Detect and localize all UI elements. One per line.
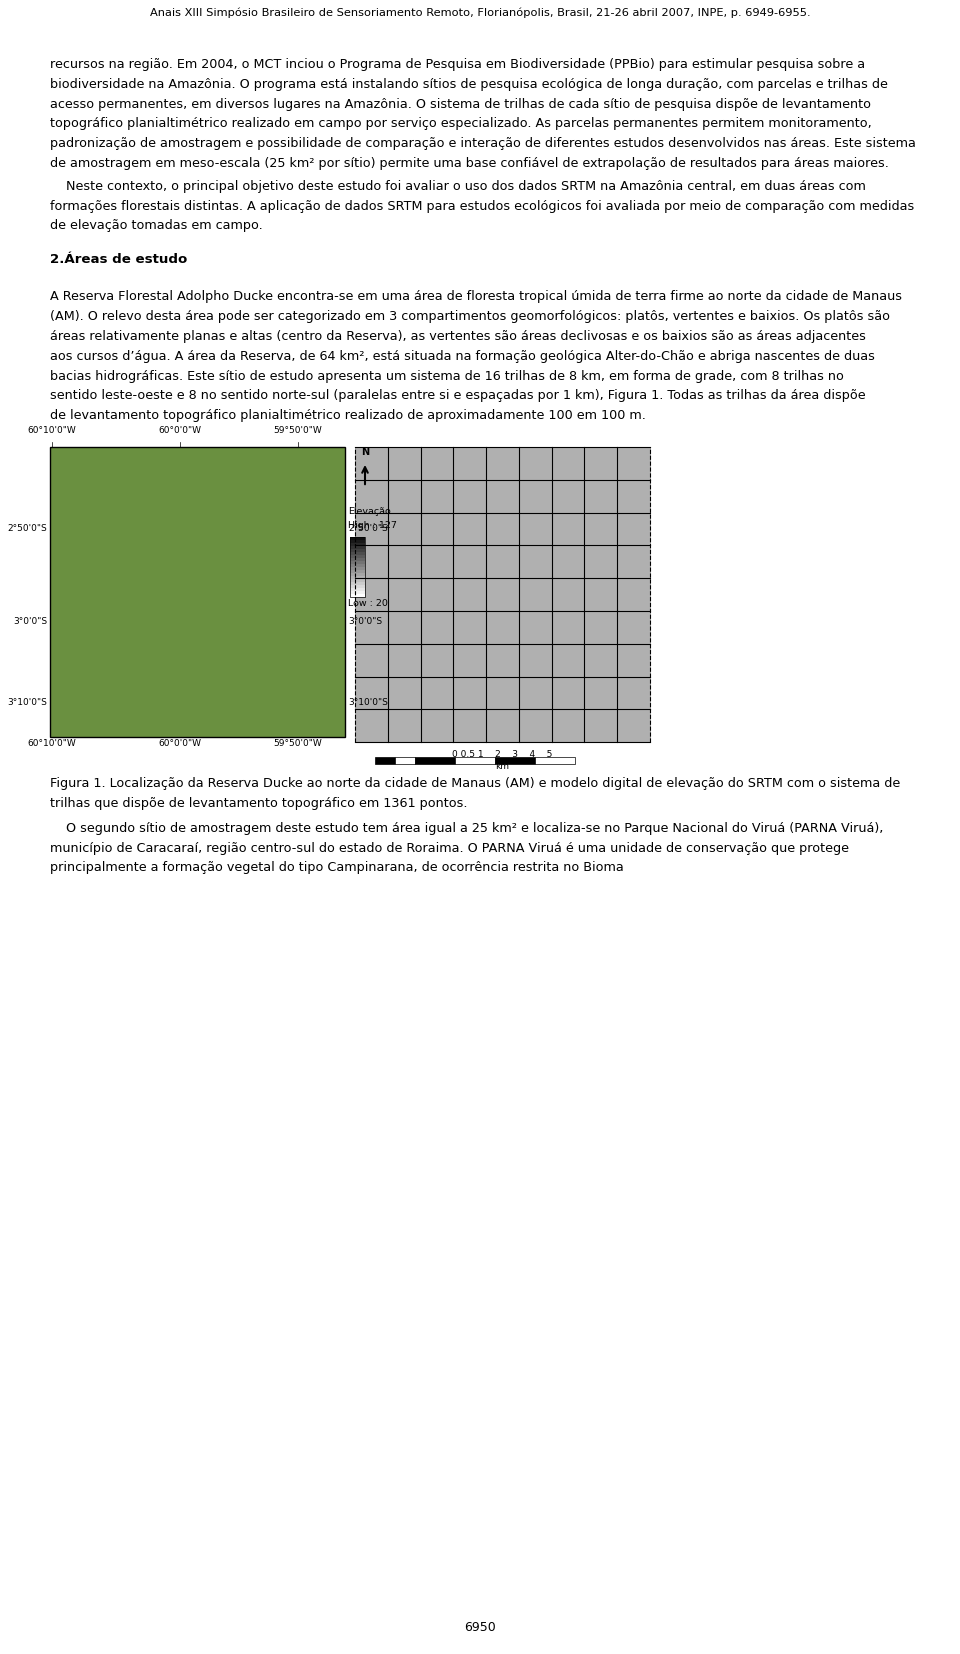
Text: 59°50'0"W: 59°50'0"W	[274, 739, 323, 748]
Text: 3°10'0"S: 3°10'0"S	[7, 698, 47, 706]
Text: padronização de amostragem e possibilidade de comparação e interação de diferent: padronização de amostragem e possibilida…	[50, 137, 916, 151]
Text: recursos na região. Em 2004, o MCT inciou o Programa de Pesquisa em Biodiversida: recursos na região. Em 2004, o MCT incio…	[50, 58, 865, 71]
Bar	[350, 538, 365, 597]
Text: Anais XIII Simpósio Brasileiro de Sensoriamento Remoto, Florianópolis, Brasil, 2: Anais XIII Simpósio Brasileiro de Sensor…	[150, 8, 810, 18]
Bar	[350, 543, 365, 546]
Text: acesso permanentes, em diversos lugares na Amazônia. O sistema de trilhas de cad: acesso permanentes, em diversos lugares …	[50, 98, 871, 111]
Bar	[350, 571, 365, 572]
Text: principalmente a formação vegetal do tipo Campinarana, de ocorrência restrita no: principalmente a formação vegetal do tip…	[50, 862, 624, 875]
Bar	[495, 758, 535, 764]
Bar	[50, 447, 345, 738]
Bar	[350, 561, 365, 564]
Text: município de Caracaraí, região centro-sul do estado de Roraima. O PARNA Viruá é : município de Caracaraí, região centro-su…	[50, 842, 849, 855]
Text: Low : 20: Low : 20	[348, 599, 388, 609]
Text: 2.Áreas de estudo: 2.Áreas de estudo	[50, 253, 187, 266]
Text: biodiversidade na Amazônia. O programa está instalando sítios de pesquisa ecológ: biodiversidade na Amazônia. O programa e…	[50, 78, 888, 91]
Bar	[350, 586, 365, 589]
Bar	[350, 538, 365, 541]
Text: Elevação: Elevação	[348, 508, 391, 516]
Text: 0 0.5 1    2    3    4    5: 0 0.5 1 2 3 4 5	[452, 749, 553, 759]
Bar	[350, 557, 365, 561]
Text: 3°10'0"S: 3°10'0"S	[348, 698, 388, 706]
Text: 60°0'0"W: 60°0'0"W	[158, 427, 202, 435]
Text: de amostragem em meso-escala (25 km² por sítio) permite uma base confiável de ex: de amostragem em meso-escala (25 km² por…	[50, 157, 889, 170]
Bar	[350, 582, 365, 586]
Text: aos cursos d’água. A área da Reserva, de 64 km², está situada na formação geológ: aos cursos d’água. A área da Reserva, de…	[50, 351, 875, 362]
Text: O segundo sítio de amostragem deste estudo tem área igual a 25 km² e localiza-se: O segundo sítio de amostragem deste estu…	[50, 822, 883, 835]
Bar	[350, 549, 365, 552]
Text: topográfico planialtimétrico realizado em campo por serviço especializado. As pa: topográfico planialtimétrico realizado e…	[50, 117, 872, 131]
Bar	[350, 546, 365, 549]
Text: 60°10'0"W: 60°10'0"W	[28, 427, 77, 435]
Bar	[350, 590, 365, 594]
Bar	[350, 556, 365, 557]
Bar	[395, 758, 415, 764]
Bar	[350, 576, 365, 579]
Text: A Reserva Florestal Adolpho Ducke encontra-se em uma área de floresta tropical ú: A Reserva Florestal Adolpho Ducke encont…	[50, 291, 902, 303]
Bar	[350, 572, 365, 576]
Bar	[350, 541, 365, 543]
Text: bacias hidrográficas. Este sítio de estudo apresenta um sistema de 16 trilhas de: bacias hidrográficas. Este sítio de estu…	[50, 370, 844, 382]
Text: sentido leste-oeste e 8 no sentido norte-sul (paralelas entre si e espaçadas por: sentido leste-oeste e 8 no sentido norte…	[50, 389, 866, 402]
Bar	[375, 758, 395, 764]
Text: formações florestais distintas. A aplicação de dados SRTM para estudos ecológico: formações florestais distintas. A aplica…	[50, 200, 914, 213]
Text: de levantamento topográfico planialtimétrico realizado de aproximadamente 100 em: de levantamento topográfico planialtimét…	[50, 409, 646, 422]
Bar	[535, 758, 575, 764]
Bar	[350, 594, 365, 597]
Bar	[350, 567, 365, 571]
Text: 6950: 6950	[464, 1621, 496, 1634]
Text: 3°0'0"S: 3°0'0"S	[12, 617, 47, 625]
Bar	[355, 447, 650, 743]
Bar	[455, 758, 495, 764]
Bar	[350, 564, 365, 567]
Text: Neste contexto, o principal objetivo deste estudo foi avaliar o uso dos dados SR: Neste contexto, o principal objetivo des…	[50, 180, 866, 194]
Text: 60°0'0"W: 60°0'0"W	[158, 739, 202, 748]
Text: trilhas que dispõe de levantamento topográfico em 1361 pontos.: trilhas que dispõe de levantamento topog…	[50, 797, 468, 810]
Text: Figura 1. Localização da Reserva Ducke ao norte da cidade de Manaus (AM) e model: Figura 1. Localização da Reserva Ducke a…	[50, 777, 900, 791]
Bar	[415, 758, 455, 764]
Bar	[350, 589, 365, 590]
Text: (AM). O relevo desta área pode ser categorizado em 3 compartimentos geomorfológi: (AM). O relevo desta área pode ser categ…	[50, 311, 890, 323]
Text: de elevação tomadas em campo.: de elevação tomadas em campo.	[50, 220, 263, 233]
Bar	[350, 579, 365, 582]
Text: km: km	[495, 762, 510, 771]
Text: 3°0'0"S: 3°0'0"S	[348, 617, 382, 625]
Text: 2°50'0"S: 2°50'0"S	[8, 524, 47, 533]
Text: 60°10'0"W: 60°10'0"W	[28, 739, 77, 748]
Text: áreas relativamente planas e altas (centro da Reserva), as vertentes são áreas d: áreas relativamente planas e altas (cent…	[50, 331, 866, 342]
Text: High : 127: High : 127	[348, 521, 396, 529]
Text: N: N	[361, 447, 369, 457]
Text: 59°50'0"W: 59°50'0"W	[274, 427, 323, 435]
Text: 2°50'0"S: 2°50'0"S	[348, 524, 388, 533]
Bar	[350, 552, 365, 556]
